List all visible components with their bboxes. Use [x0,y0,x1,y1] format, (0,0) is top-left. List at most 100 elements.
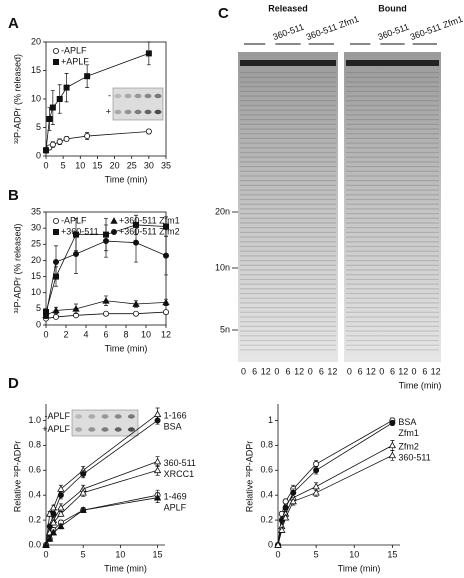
y-tick-label: 0.6 [28,465,41,475]
gel-ladder [240,161,336,163]
gel-ladder [240,151,336,154]
gel-spot [144,109,152,115]
panel-label: A [8,15,19,32]
inset-label: - [108,90,111,100]
gel-ladder [346,156,439,158]
gel-ladder [346,166,439,168]
y-tick-label: 0.2 [260,514,273,524]
marker [49,528,58,536]
gel-ladder [240,288,336,290]
gel-spot [114,109,122,115]
lane-label: 6 [252,366,257,376]
gel-spot [101,427,109,432]
gel-ladder [346,344,439,346]
lane-label: 0 [308,366,313,376]
y-tick-label: 15 [31,65,41,75]
gel-spot [134,109,142,115]
x-tick-label: 2 [63,329,68,339]
protein-label: 360-511 Zfm1 [409,14,464,42]
marker [162,223,169,230]
gel-ladder [346,175,439,177]
legend-label: +360-511 [61,226,99,236]
gel-ladder [240,264,336,266]
gel-ladder [240,213,336,215]
x-tick-label: 0 [275,549,280,559]
marker [42,541,50,548]
y-tick-label: 0.0 [28,539,41,549]
series-label: BSA [164,422,182,432]
y-tick-label: 5 [36,122,41,132]
marker [84,73,91,80]
y-tick-label: 1 [268,415,273,425]
group-label: Released [268,3,308,13]
y-tick-label: 0.6 [260,465,273,475]
gel-ladder [346,292,439,295]
x-axis-label: Time (min) [338,563,381,573]
y-tick-label: 25 [31,239,41,249]
gel-ladder [346,269,439,271]
lane-label: 0 [274,366,279,376]
series-label: 360-511 [164,458,196,468]
gel-ladder [240,344,336,346]
x-tick-label: 12 [161,329,171,339]
series-line [277,445,393,546]
gel-spot [127,427,135,432]
gel-ladder [346,349,439,351]
x-tick-label: 35 [161,160,171,170]
y-tick-label: 15 [31,271,41,281]
gel-ladder [346,278,439,280]
marker [43,312,50,319]
lane-label: 12 [261,366,271,376]
series-line [45,240,167,316]
gel-ladder [240,142,336,144]
gel-ladder [240,119,336,121]
gel-ladder [346,189,439,191]
lane-label: 6 [390,366,395,376]
gel-ladder [240,292,336,295]
panel-label: B [8,187,19,204]
gel-ladder [346,311,439,313]
gel-ladder [240,137,336,139]
x-tick-label: 15 [387,549,397,559]
gel-ladder [240,321,336,323]
gel-ladder [346,119,439,121]
gel-ladder [346,288,439,290]
marker [57,503,65,511]
marker [162,309,169,316]
gel-ladder [346,142,439,144]
gel-ladder [346,133,439,135]
marker [145,50,152,57]
gel-ladder [346,307,439,309]
marker [103,238,110,245]
marker [282,498,289,505]
y-tick-label: 0.4 [260,490,273,500]
gel-ladder [240,330,336,332]
gel-ladder [346,198,439,201]
marker [281,513,290,521]
lane-label: 12 [431,366,441,376]
gel-ladder [346,72,439,74]
gel-ladder [346,227,439,229]
y-tick-label: 0.2 [28,514,41,524]
y-tick-label: 0 [36,150,41,160]
y-tick-label: 30 [31,223,41,233]
marker [46,115,53,122]
gel-ladder [240,208,336,210]
marker [388,451,397,459]
gel-ladder [346,274,439,276]
marker [53,313,60,320]
gel-ladder [346,231,439,233]
gel-spot [154,93,162,99]
series-line [45,413,158,546]
x-tick-label: 5 [314,549,319,559]
gel-ladder [240,194,336,196]
gel-ladder [240,95,336,97]
marker [132,310,139,317]
gel-ladder [346,236,439,238]
gel-ladder [346,325,439,327]
legend-label: +360-511 Zfm1 [119,215,180,225]
gel-ladder [240,72,336,74]
gel-ladder [346,137,439,139]
series-line [277,420,393,546]
y-tick-label: 20 [31,36,41,46]
